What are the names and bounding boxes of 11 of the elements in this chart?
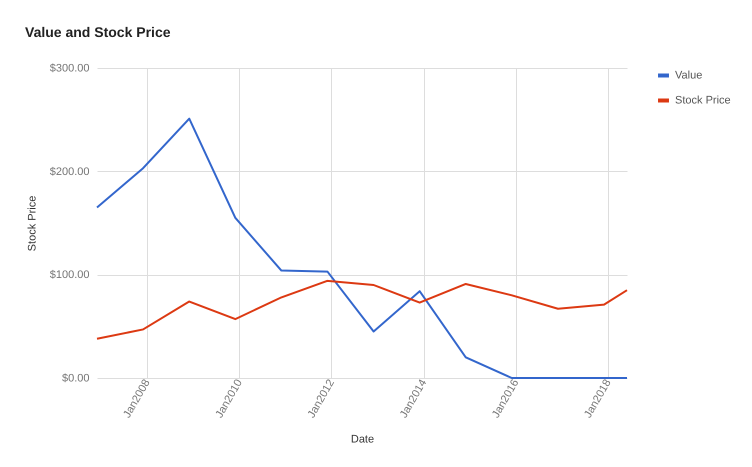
line-series xyxy=(96,280,628,340)
y-tick-label: $100.00 xyxy=(50,269,90,282)
line-series xyxy=(96,118,628,379)
x-axis-title: Date xyxy=(350,434,374,446)
y-tick-label: $200.00 xyxy=(50,166,90,178)
chart-title: Value and Stock Price xyxy=(25,24,171,40)
y-tick-label: $0.00 xyxy=(62,372,90,384)
y-axis-title: Stock Price xyxy=(26,196,39,252)
y-tick-label: $300.00 xyxy=(50,62,90,74)
legend-label: Value xyxy=(675,70,702,82)
legend-label: Stock Price xyxy=(675,94,731,106)
